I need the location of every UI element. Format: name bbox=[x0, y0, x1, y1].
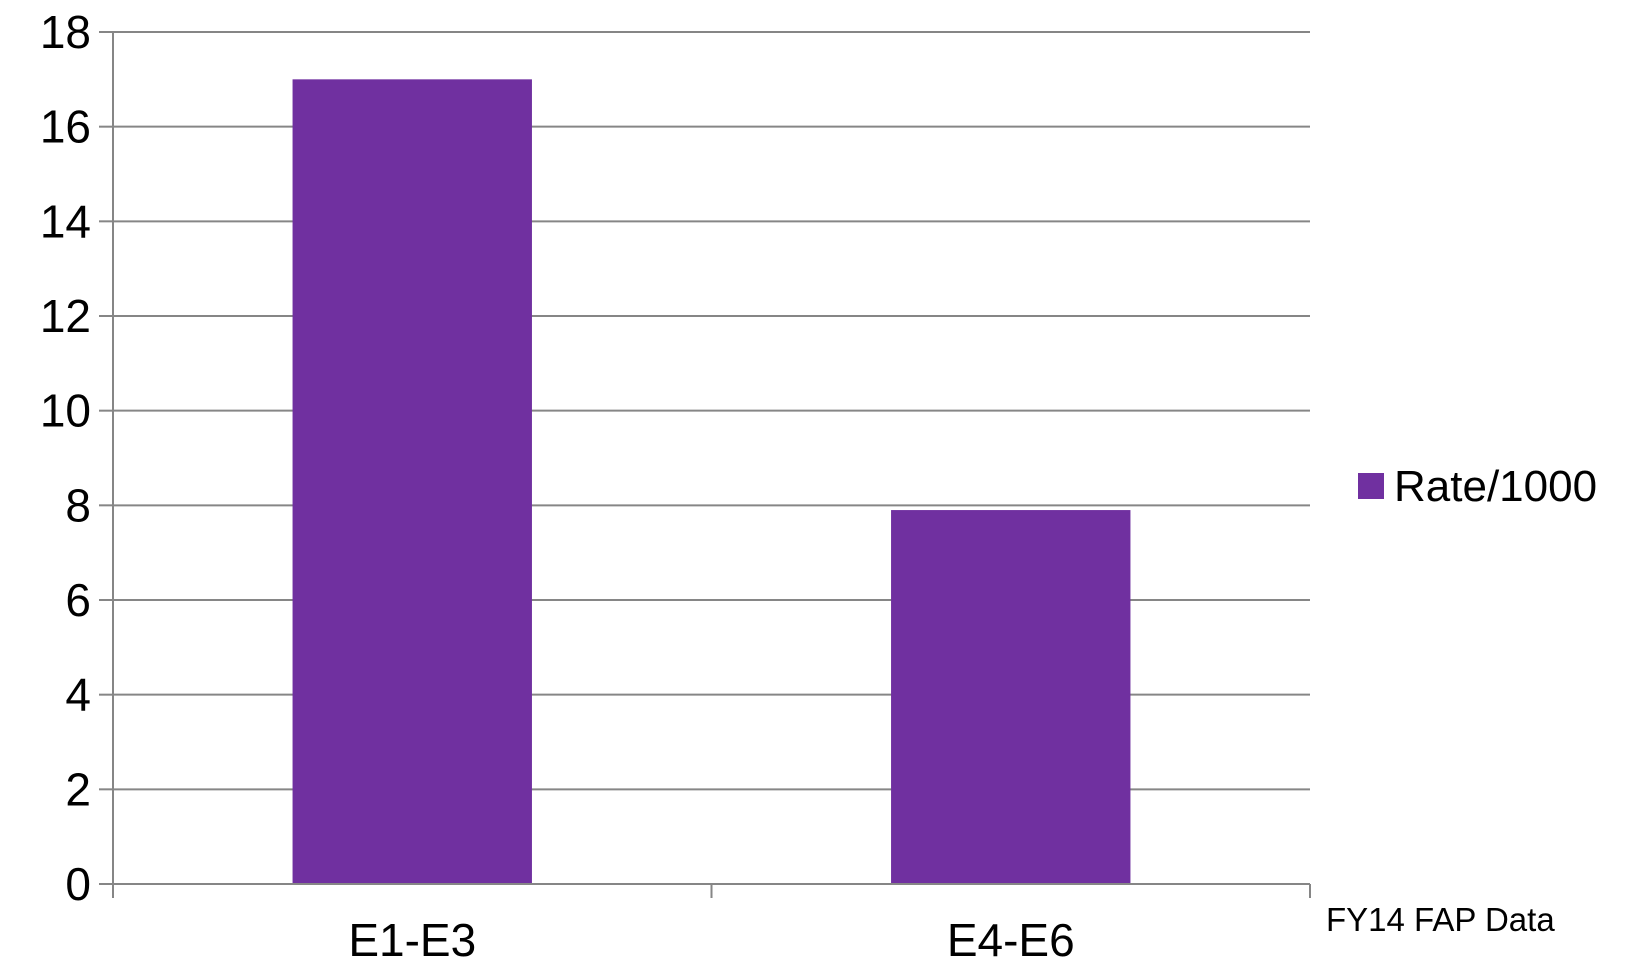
legend-swatch bbox=[1358, 473, 1384, 499]
axes bbox=[99, 31, 1311, 898]
legend: Rate/1000 bbox=[1358, 462, 1597, 511]
y-tick-label: 16 bbox=[40, 101, 91, 153]
y-tick-labels: 0 2 4 6 8 10 12 14 16 18 bbox=[40, 6, 91, 910]
legend-label: Rate/1000 bbox=[1394, 462, 1597, 511]
y-tick-label: 18 bbox=[40, 6, 91, 58]
source-note: FY14 FAP Data bbox=[1326, 901, 1555, 938]
y-tick-label: 6 bbox=[65, 574, 91, 626]
bars bbox=[292, 79, 1131, 885]
x-tick-label: E1-E3 bbox=[348, 914, 476, 958]
y-tick-label: 12 bbox=[40, 290, 91, 342]
y-tick-label: 14 bbox=[40, 195, 91, 247]
bar bbox=[891, 510, 1131, 884]
y-tick-label: 8 bbox=[65, 479, 91, 531]
y-tick-label: 2 bbox=[65, 763, 91, 815]
bar bbox=[292, 79, 532, 885]
y-tick-label: 4 bbox=[65, 669, 91, 721]
y-tick-label: 0 bbox=[65, 858, 91, 910]
y-tick-label: 10 bbox=[40, 385, 91, 437]
x-tick-label: E4-E6 bbox=[947, 914, 1075, 958]
x-tick-labels: E1-E3 E4-E6 bbox=[348, 914, 1074, 958]
